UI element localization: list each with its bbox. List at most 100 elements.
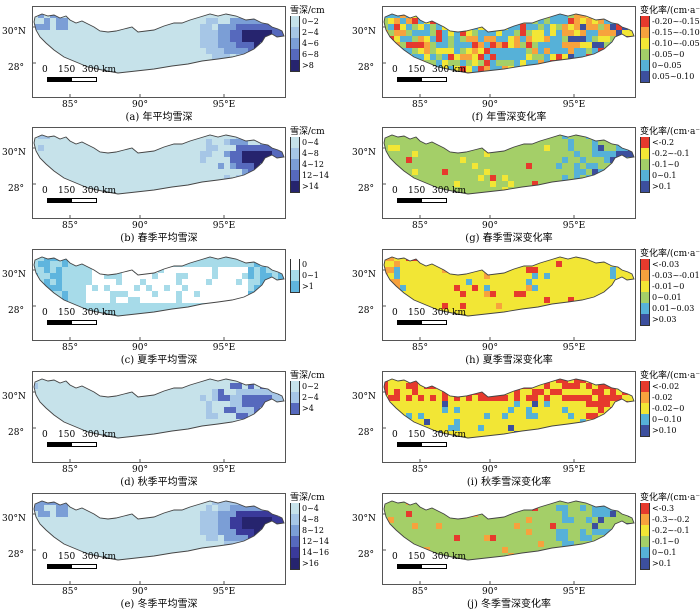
- map-canvas: [32, 127, 286, 219]
- scale-label: 300 km: [82, 552, 117, 562]
- grid-cell: [586, 18, 592, 24]
- grid-cell: [586, 395, 592, 401]
- grid-cell: [544, 145, 550, 151]
- grid-cell: [388, 18, 394, 24]
- grid-cell: [562, 407, 568, 413]
- grid-cell: [406, 413, 412, 419]
- grid-cell: [502, 395, 508, 401]
- grid-cell: [86, 297, 92, 303]
- grid-cell: [604, 30, 610, 36]
- grid-cell: [242, 389, 248, 395]
- grid-cell: [412, 48, 418, 54]
- grid-cell: [212, 501, 218, 505]
- grid-cell: [104, 297, 110, 303]
- legend-label: >0.03: [652, 315, 677, 324]
- legend-swatch: [640, 392, 650, 403]
- map-panel: 30°N 28° 85° 90° 95°E 0 150 300 km (e) 冬季平均雪深 雪深/…: [0, 490, 350, 612]
- legend-label: >16: [302, 559, 319, 568]
- grid-cell: [394, 145, 400, 151]
- grid-cell: [248, 273, 254, 279]
- map-panel: 30°N 28° 85° 90° 95°E 0 150 300 km (i) 秋季雪深变化率 变化…: [350, 368, 700, 490]
- grid-cell: [278, 273, 284, 279]
- region-outline: [383, 134, 635, 195]
- grid-cell: [478, 175, 484, 181]
- grid-cell: [218, 48, 224, 54]
- grid-cell: [34, 383, 38, 389]
- longitude-label: 95°E: [212, 221, 236, 231]
- grid-cell: [604, 395, 610, 401]
- legend-label: -0.3~-0.2: [652, 515, 690, 524]
- grid-cell: [550, 30, 556, 36]
- grid-cell: [218, 163, 224, 169]
- legend-label: 0~2: [302, 17, 319, 26]
- grid-cell: [236, 48, 242, 54]
- grid-cell: [44, 511, 50, 517]
- scale-label: 300 km: [82, 186, 117, 196]
- grid-cell: [38, 261, 44, 267]
- scale-label: 300 km: [82, 430, 117, 440]
- grid-cell: [418, 24, 424, 30]
- grid-cell: [254, 511, 260, 517]
- grid-cell: [206, 523, 212, 529]
- grid-cell: [206, 529, 212, 535]
- grid-cell: [44, 279, 50, 285]
- grid-cell: [568, 24, 574, 30]
- grid-cell: [236, 36, 242, 42]
- grid-cell: [526, 163, 532, 169]
- legend-item: 0~2: [290, 381, 350, 392]
- legend-item: -0.1~0: [640, 159, 700, 170]
- grid-cell: [604, 36, 610, 42]
- grid-cell: [574, 379, 580, 383]
- grid-cell: [242, 163, 248, 169]
- grid-cell: [206, 407, 212, 413]
- longitude-label: 90°: [132, 221, 148, 231]
- grid-cell: [266, 30, 272, 36]
- legend-swatch: [290, 281, 300, 293]
- grid-cell: [616, 24, 622, 30]
- grid-cell: [532, 273, 538, 279]
- grid-cell: [224, 24, 230, 30]
- grid-cell: [556, 54, 562, 60]
- grid-cell: [224, 42, 230, 48]
- grid-cell: [442, 169, 448, 175]
- grid-cell: [568, 42, 574, 48]
- grid-cell: [592, 18, 598, 24]
- grid-cell: [406, 157, 412, 163]
- legend-label: -0.05~0: [652, 50, 685, 59]
- grid-cell: [260, 36, 266, 42]
- grid-cell: [556, 379, 562, 383]
- grid-cell: [248, 42, 254, 48]
- grid-cell: [460, 66, 466, 72]
- grid-cell: [194, 297, 200, 303]
- grid-cell: [472, 42, 478, 48]
- grid-cell: [236, 18, 242, 24]
- grid-cell: [604, 529, 610, 535]
- grid-cell: [128, 273, 134, 279]
- grid-cell: [224, 30, 230, 36]
- grid-cell: [218, 501, 224, 505]
- legend-swatch: [290, 270, 300, 281]
- grid-cell: [586, 383, 592, 389]
- scale-label: 0: [392, 186, 398, 196]
- panel-caption: (e) 冬季平均雪深: [120, 599, 198, 610]
- grid-cell: [514, 401, 520, 407]
- grid-cell: [248, 505, 254, 511]
- grid-cell: [532, 181, 538, 187]
- scale-bar: 0 150 300 km: [42, 65, 152, 85]
- scale-bar: 0 150 300 km: [42, 552, 152, 572]
- latitude-label: 30°N: [2, 270, 26, 280]
- grid-cell: [152, 297, 158, 303]
- legend-label: 12~14: [302, 171, 330, 180]
- grid-cell: [598, 395, 604, 401]
- grid-cell: [212, 535, 218, 541]
- grid-cell: [514, 36, 520, 42]
- legend-item: 12~14: [290, 536, 350, 547]
- region-outline: [33, 378, 285, 439]
- grid-cell: [224, 36, 230, 42]
- grid-cell: [248, 30, 254, 36]
- grid-cell: [448, 42, 454, 48]
- grid-cell: [218, 279, 224, 285]
- grid-cell: [412, 169, 418, 175]
- latitude-label: 30°N: [352, 514, 376, 524]
- grid-cell: [442, 401, 448, 407]
